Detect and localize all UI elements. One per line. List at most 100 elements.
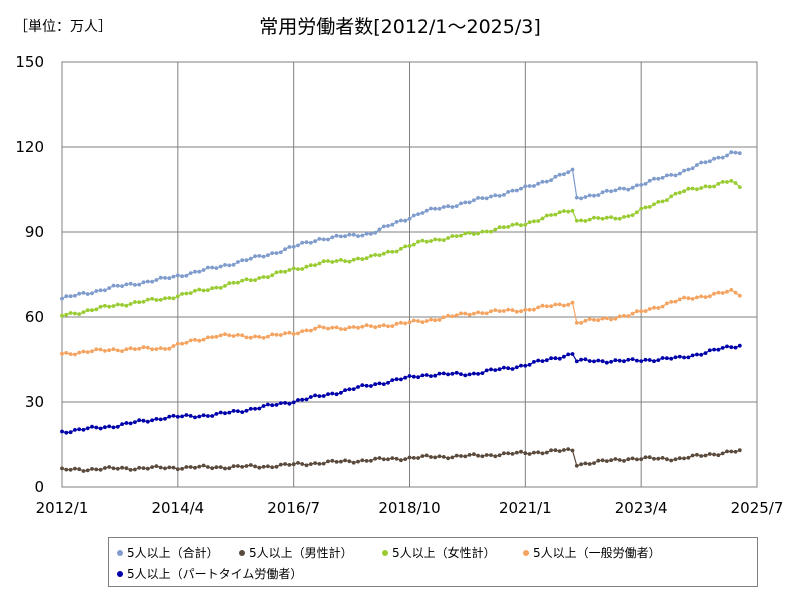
series-point (716, 290, 721, 295)
series-point (737, 151, 742, 156)
series-point (579, 321, 583, 325)
series-point (416, 319, 420, 323)
series-point (274, 403, 279, 407)
series-point (450, 205, 455, 209)
series-point (737, 343, 742, 348)
series-point (390, 222, 395, 227)
series-point (540, 179, 545, 184)
series-point (394, 220, 399, 224)
chart-legend: 5人以上（合計） 5人以上（男性計） 5人以上（女性計） 5人以上（一般労働者）… (108, 537, 758, 587)
series-point (111, 466, 116, 471)
series-point (484, 229, 489, 234)
series-point (120, 422, 124, 426)
series-point (536, 305, 541, 310)
x-tick-label: 2021/1 (499, 499, 552, 517)
series-point (489, 453, 493, 457)
series-point (283, 401, 287, 405)
series-point (394, 321, 399, 326)
series-point (343, 259, 347, 263)
series-point (583, 357, 588, 362)
series-point (476, 453, 480, 458)
series-point (218, 333, 223, 338)
series-point (73, 293, 77, 298)
series-point (386, 457, 390, 462)
series-point (381, 251, 386, 256)
series-point (502, 193, 506, 197)
series-point (210, 414, 215, 418)
series-point (210, 286, 215, 291)
series-point (180, 274, 185, 279)
series-point (613, 316, 618, 321)
series-point (523, 451, 528, 456)
series-point (85, 308, 90, 313)
series-point (643, 205, 648, 210)
series-point (257, 465, 262, 470)
series-point (566, 352, 571, 357)
series-point (167, 276, 172, 281)
series-point (549, 448, 553, 453)
series-point (347, 259, 352, 264)
legend-label-parttime: 5人以上（パートタイム労働者） (127, 567, 303, 581)
series-point (248, 256, 253, 261)
series-point (652, 359, 656, 364)
legend-marker-total (117, 549, 123, 556)
series-point (313, 239, 317, 244)
series-point (326, 459, 330, 464)
series-point (635, 309, 639, 314)
series-point (111, 347, 116, 352)
series-point (227, 333, 232, 338)
series-point (729, 288, 734, 292)
series-point (214, 465, 219, 470)
series-point (334, 259, 339, 263)
series-point (450, 371, 455, 376)
series-point (308, 240, 313, 245)
series-point (330, 391, 335, 396)
series-point (424, 453, 429, 458)
series-point (502, 365, 506, 370)
series-point (677, 297, 682, 302)
series-point (459, 233, 463, 238)
series-point (553, 356, 558, 361)
series-point (321, 237, 326, 242)
series-point (690, 353, 695, 358)
series-point (411, 374, 416, 379)
series-point (450, 234, 455, 238)
series-point (673, 457, 678, 462)
series-point (60, 429, 64, 434)
series-point (459, 372, 463, 376)
series-point (270, 251, 275, 256)
series-point (364, 383, 369, 388)
series-point (343, 234, 347, 239)
series-point (484, 311, 489, 316)
series-point (231, 334, 236, 338)
series-point (690, 453, 695, 458)
series-point (103, 466, 107, 470)
legend-marker-female (382, 549, 388, 556)
series-point (90, 291, 94, 296)
series-point (351, 387, 356, 391)
series-point (626, 357, 631, 362)
series-point (493, 368, 498, 372)
series-point (587, 359, 592, 363)
series-point (210, 265, 215, 270)
series-point (150, 347, 155, 352)
series-point (532, 450, 536, 455)
series-point (115, 283, 120, 288)
series-point (124, 347, 129, 352)
series-point (480, 229, 485, 234)
series-point (124, 466, 129, 471)
series-point (291, 332, 296, 336)
series-point (467, 453, 472, 457)
series-point (351, 325, 356, 329)
y-tick-label: 120 (15, 138, 44, 156)
series-point (291, 244, 296, 249)
series-point (304, 264, 309, 269)
series-point (231, 280, 236, 285)
series-point (480, 311, 485, 315)
series-point (60, 313, 64, 318)
series-point (369, 254, 373, 258)
series-point (626, 457, 631, 462)
series-point (98, 426, 103, 431)
series-point (536, 450, 541, 455)
series-point (257, 254, 262, 258)
